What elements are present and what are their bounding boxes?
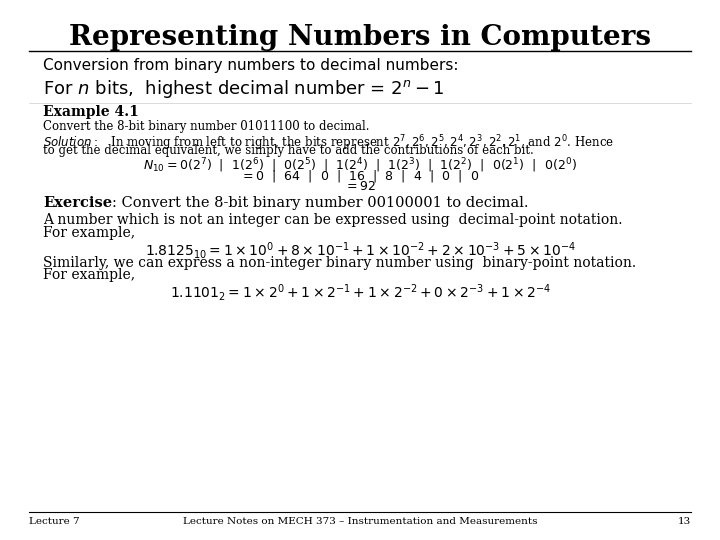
Text: $N_{10} = 0(2^7)\ \ |\ \ 1(2^6)\ \ |\ \ 0(2^5)\ \ |\ \ 1(2^4)\ \ |\ \ 1(2^3)\ \ : $N_{10} = 0(2^7)\ \ |\ \ 1(2^6)\ \ |\ \ … xyxy=(143,157,577,175)
Text: to get the decimal equivalent, we simply have to add the contributions of each b: to get the decimal equivalent, we simply… xyxy=(43,144,534,157)
Text: Representing Numbers in Computers: Representing Numbers in Computers xyxy=(69,24,651,51)
Text: A number which is not an integer can be expressed using  decimal-point notation.: A number which is not an integer can be … xyxy=(43,213,623,227)
Text: Convert the 8-bit binary number 01011100 to decimal.: Convert the 8-bit binary number 01011100… xyxy=(43,120,369,133)
Text: : Convert the 8-bit binary number 00100001 to decimal.: : Convert the 8-bit binary number 001000… xyxy=(112,196,528,210)
Text: Exercise: Exercise xyxy=(43,196,112,210)
Text: Lecture 7: Lecture 7 xyxy=(29,517,79,526)
Text: Example 4.1: Example 4.1 xyxy=(43,105,139,119)
Text: $1.1101_2 = 1\times2^0 + 1\times2^{-1} + 1\times2^{-2} + 0\times2^{-3} + 1\times: $1.1101_2 = 1\times2^0 + 1\times2^{-1} +… xyxy=(169,282,551,303)
Text: $= 92$: $= 92$ xyxy=(344,180,376,193)
Text: Conversion from binary numbers to decimal numbers:: Conversion from binary numbers to decima… xyxy=(43,58,459,73)
Text: Lecture Notes on MECH 373 – Instrumentation and Measurements: Lecture Notes on MECH 373 – Instrumentat… xyxy=(183,517,537,526)
Text: $= 0\ \ |\ \ 64\ \ |\ \ 0\ \ |\ \ 16\ \ |\ \ 8\ \ |\ \ 4\ \ |\ \ 0\ \ |\ \ 0$: $= 0\ \ |\ \ 64\ \ |\ \ 0\ \ |\ \ 16\ \ … xyxy=(240,168,480,185)
Text: Similarly, we can express a non-integer binary number using  binary-point notati: Similarly, we can express a non-integer … xyxy=(43,256,636,270)
Text: For example,: For example, xyxy=(43,226,135,240)
Text: For example,: For example, xyxy=(43,268,135,282)
Text: For $\it{n}$ bits,  highest decimal number = $2^n - 1$: For $\it{n}$ bits, highest decimal numbe… xyxy=(43,78,445,100)
Text: $1.8125_{10} = 1\times10^0 + 8\times10^{-1} + 1\times10^{-2} + 2\times10^{-3} + : $1.8125_{10} = 1\times10^0 + 8\times10^{… xyxy=(145,240,575,261)
Text: 13: 13 xyxy=(678,517,691,526)
Text: $\it{Solution:}$   In moving from left to right, the bits represent $2^7, 2^6, 2: $\it{Solution:}$ In moving from left to … xyxy=(43,133,614,153)
